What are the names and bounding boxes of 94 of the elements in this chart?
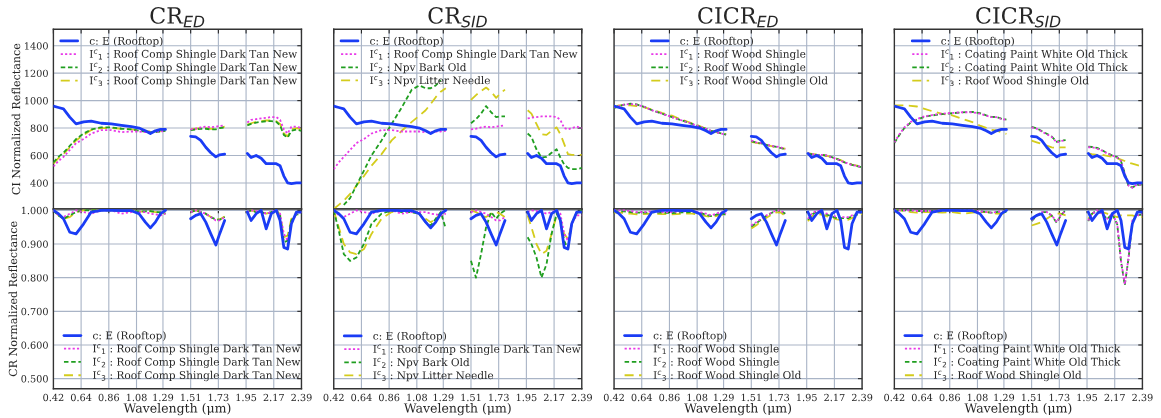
x-tick-label: 1.73 [489,393,509,402]
legend-label: I$^{c}$$_{3}$ : Roof Wood Shingle Old [941,76,1089,87]
x-tick-label: 1.08 [126,393,147,402]
x-tick-label: 1.51 [181,393,201,402]
x-tick-label: 1.29 [713,393,734,402]
legend-label: I$^{c}$$_{1}$ : Roof Wood Shingle [680,49,806,61]
x-axis-title: Wavelength (μm) [684,403,792,416]
legend-label: c: E (Rooftop) [653,331,727,342]
x-tick-label: 1.08 [407,393,427,402]
y-tick-label: 1.000 [21,206,48,215]
x-tick-label: 1.51 [741,393,761,402]
legend-label: c: E (Rooftop) [933,331,1007,342]
x-tick-label: 0.42 [884,393,905,402]
legend-label: c: E (Rooftop) [92,331,166,342]
x-tick-label: 0.86 [659,393,680,402]
legend-label: c: E (Rooftop) [370,36,443,47]
chart-title: CICR$_{SID}$ [976,7,1061,28]
legend-label: I$^{c}$$_{3}$ : Roof Wood Shingle Old [933,370,1082,382]
y-tick-label: 0.600 [21,341,48,349]
y-axis-title: CR Normalized Reflectance [8,221,18,377]
legend-label: I$^{c}$$_{2}$ : Npv Bark Old [370,62,467,74]
legend-label: I$^{c}$$_{2}$ : Roof Comp Shingle Dark Tan New [89,62,298,74]
x-tick-label: 0.42 [43,393,64,402]
chart-title: CR$_{ED}$ [150,7,205,28]
x-tick-label: 2.39 [1132,393,1153,402]
legend-label: I$^{c}$$_{2}$ : Coating Paint White Old Thick [933,357,1121,368]
y-tick-label: 600 [30,151,48,160]
x-tick-label: 0.86 [378,393,400,402]
legend-label: I$^{c}$$_{3}$ : Roof Wood Shingle Old [653,370,802,382]
legend-label: I$^{c}$$_{1}$ : Roof Comp Shingle Dark Tan New [89,49,298,61]
legend-label: I$^{c}$$_{2}$ : Roof Wood Shingle [680,62,806,74]
x-tick-label: 2.39 [291,393,312,402]
x-tick-label: 1.51 [461,393,481,402]
x-tick-label: 1.73 [208,393,229,402]
x-tick-label: 1.08 [687,393,708,402]
x-tick-label: 1.73 [769,393,790,402]
x-tick-label: 2.17 [824,393,845,402]
y-axis-title: CI Normalized Reflectance [11,43,21,195]
x-tick-label: 1.95 [236,393,257,402]
legend-label: I$^{c}$$_{3}$ : Npv Litter Needle [373,370,494,382]
y-tick-label: 400 [30,179,48,187]
legend-label: I$^{c}$$_{3}$ : Roof Wood Shingle Old [680,76,828,87]
legend-label: I$^{c}$$_{2}$ : Roof Wood Shingle [653,357,779,368]
x-tick-label: 1.51 [1021,393,1042,402]
y-tick-label: 0.900 [21,240,48,248]
legend-label: I$^{c}$$_{3}$ : Roof Comp Shingle Dark Tan New [93,370,301,382]
x-tick-label: 2.39 [851,393,873,402]
legend-label: I$^{c}$$_{1}$ : Roof Comp Shingle Dark Tan New [373,344,581,356]
y-tick-label: 0.800 [21,274,48,282]
x-tick-label: 0.64 [70,393,92,402]
x-tick-label: 0.86 [98,393,120,402]
x-tick-label: 2.17 [543,393,565,402]
x-tick-label: 0.64 [911,393,933,402]
x-tick-label: 0.64 [631,393,653,402]
y-tick-label: 0.500 [21,375,48,383]
x-axis-title: Wavelength (μm) [964,403,1072,416]
x-tick-label: 0.86 [939,393,960,402]
y-tick-label: 0.700 [21,307,48,316]
legend-label: I$^{c}$$_{1}$ : Coating Paint White Old Thick [933,344,1121,355]
x-tick-label: 0.42 [603,393,624,402]
x-tick-label: 1.29 [994,393,1015,402]
x-tick-label: 2.17 [1104,393,1125,402]
legend-label: I$^{c}$$_{3}$ : Roof Comp Shingle Dark Tan New [89,76,298,87]
y-tick-label: 800 [30,124,48,132]
y-tick-label: 1200 [24,69,48,77]
x-tick-label: 1.08 [967,393,988,402]
legend-label: I$^{c}$$_{1}$ : Roof Comp Shingle Dark Tan New [370,49,578,61]
legend-label: c: E (Rooftop) [89,36,163,47]
legend-label: I$^{c}$$_{1}$ : Roof Comp Shingle Dark Tan New [93,344,301,355]
legend-label: c: E (Rooftop) [373,331,446,342]
legend-label: c: E (Rooftop) [680,36,753,47]
x-tick-label: 1.95 [797,393,817,402]
legend-label: I$^{c}$$_{2}$ : Npv Bark Old [373,357,470,369]
legend-label: I$^{c}$$_{2}$ : Coating Paint White Old Thick [941,62,1128,74]
x-tick-label: 2.17 [263,393,284,402]
x-tick-label: 0.42 [323,393,344,402]
x-axis-title: Wavelength (μm) [403,403,511,416]
y-tick-label: 1000 [24,97,48,105]
legend-label: I$^{c}$$_{1}$ : Roof Wood Shingle [653,344,779,355]
x-tick-label: 2.39 [571,393,592,402]
chart-title: CICR$_{ED}$ [698,7,778,28]
legend-label: I$^{c}$$_{1}$ : Coating Paint White Old Thick [941,49,1128,61]
x-tick-label: 0.64 [351,393,372,402]
x-tick-label: 1.29 [153,393,174,402]
x-tick-label: 1.95 [1077,393,1098,402]
legend-label: I$^{c}$$_{2}$ : Roof Comp Shingle Dark Tan New [93,357,301,368]
legend-label: c: E (Rooftop) [941,36,1014,47]
y-tick-label: 1400 [24,42,48,50]
x-axis-title: Wavelength (μm) [123,403,231,416]
x-tick-label: 1.29 [433,393,454,402]
legend-label: I$^{c}$$_{3}$ : Npv Litter Needle [370,75,490,87]
x-tick-label: 1.73 [1049,393,1070,402]
x-tick-label: 1.95 [516,393,537,402]
chart-title: CR$_{SID}$ [428,7,487,28]
